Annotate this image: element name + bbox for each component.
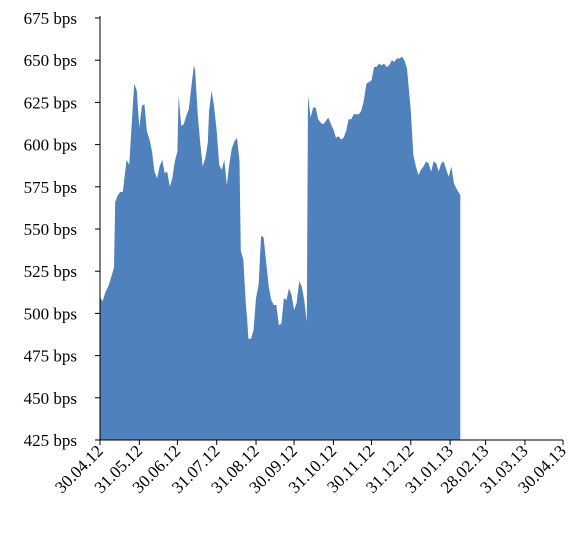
y-tick-label: 425 bps: [24, 431, 77, 450]
y-tick-label: 675 bps: [24, 9, 77, 28]
y-tick-label: 600 bps: [24, 136, 77, 155]
y-tick-label: 650 bps: [24, 51, 77, 70]
area-series: [100, 56, 461, 441]
x-axis-tick-labels: 30.04.1231.05.1230.06.1231.07.1231.08.12…: [51, 441, 568, 497]
y-tick-label: 625 bps: [24, 93, 77, 112]
y-tick-label: 450 bps: [24, 389, 77, 408]
y-tick-label: 525 bps: [24, 262, 77, 281]
y-tick-label: 500 bps: [24, 304, 77, 323]
axes: [95, 16, 564, 445]
y-tick-label: 550 bps: [24, 220, 77, 239]
y-tick-label: 575 bps: [24, 178, 77, 197]
area-series-0: [100, 56, 461, 441]
y-axis-tick-labels: 425 bps 450 bps 475 bps 500 bps 525 bps 550 b…: [24, 9, 77, 450]
y-tick-label: 475 bps: [24, 347, 77, 366]
